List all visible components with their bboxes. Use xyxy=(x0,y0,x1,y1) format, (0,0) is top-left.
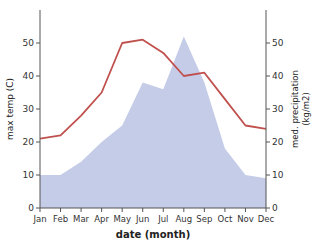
x-tick-label: Oct xyxy=(218,214,233,224)
x-tick xyxy=(40,208,41,212)
y-tick xyxy=(36,76,40,77)
x-tick xyxy=(266,208,267,212)
y-tick-label: 0 xyxy=(28,203,34,213)
y-axis-label: max temp (C) xyxy=(5,78,15,140)
x-tick-label: Mar xyxy=(73,214,90,224)
plot-area xyxy=(40,36,266,208)
x-tick xyxy=(122,208,123,212)
y2-tick xyxy=(266,142,270,143)
y-tick-label: 50 xyxy=(23,38,35,48)
x-tick-label: Nov xyxy=(237,214,254,224)
y2-axis-label: med. precipitation(kg/m2) xyxy=(290,70,311,148)
y2-tick xyxy=(266,43,270,44)
y-tick xyxy=(36,208,40,209)
precip-area xyxy=(40,36,266,208)
y2-axis-label-line: (kg/m2) xyxy=(301,92,311,126)
y-tick-label: 20 xyxy=(23,137,35,147)
y-tick xyxy=(36,109,40,110)
x-axis-line xyxy=(40,208,266,209)
y2-tick-label: 0 xyxy=(272,203,278,213)
y2-axis-label-line: med. precipitation xyxy=(290,70,300,148)
x-tick-label: Apr xyxy=(94,214,109,224)
x-axis-label: date (month) xyxy=(116,229,190,240)
x-tick xyxy=(204,208,205,212)
y2-tick-label: 10 xyxy=(272,170,284,180)
x-tick xyxy=(81,208,82,212)
y2-tick-label: 20 xyxy=(272,137,284,147)
x-tick-label: Jul xyxy=(157,214,168,224)
x-tick-label: May xyxy=(113,214,131,224)
y2-tick xyxy=(266,175,270,176)
x-tick xyxy=(224,208,225,212)
y-tick-label: 10 xyxy=(23,170,35,180)
y2-tick-label: 40 xyxy=(272,71,284,81)
x-tick-label: Feb xyxy=(53,214,68,224)
x-tick-label: Sep xyxy=(196,214,212,224)
y2-tick xyxy=(266,76,270,77)
temp-line xyxy=(40,40,266,139)
y-tick-label: 40 xyxy=(23,71,35,81)
x-tick xyxy=(183,208,184,212)
y2-tick-label: 30 xyxy=(272,104,284,114)
x-tick xyxy=(142,208,143,212)
y2-tick-label: 50 xyxy=(272,38,284,48)
x-tick xyxy=(101,208,102,212)
y-tick xyxy=(36,142,40,143)
x-tick xyxy=(60,208,61,212)
x-tick-label: Dec xyxy=(258,214,275,224)
y2-tick xyxy=(266,109,270,110)
x-tick xyxy=(245,208,246,212)
y-tick-label: 30 xyxy=(23,104,35,114)
x-tick-label: Jan xyxy=(32,214,46,224)
y-tick xyxy=(36,175,40,176)
y2-tick xyxy=(266,208,270,209)
chart-container: 0 10 20 30 40 50 0 10 20 30 40 50 Jan Feb Mar Apr May Jun… xyxy=(0,0,318,242)
y-tick xyxy=(36,43,40,44)
x-tick-label: Aug xyxy=(176,214,193,224)
x-tick-label: Jun xyxy=(135,214,149,224)
chart: 0 10 20 30 40 50 0 10 20 30 40 50 Jan Feb Mar Apr May Jun… xyxy=(0,0,318,242)
x-tick xyxy=(163,208,164,212)
